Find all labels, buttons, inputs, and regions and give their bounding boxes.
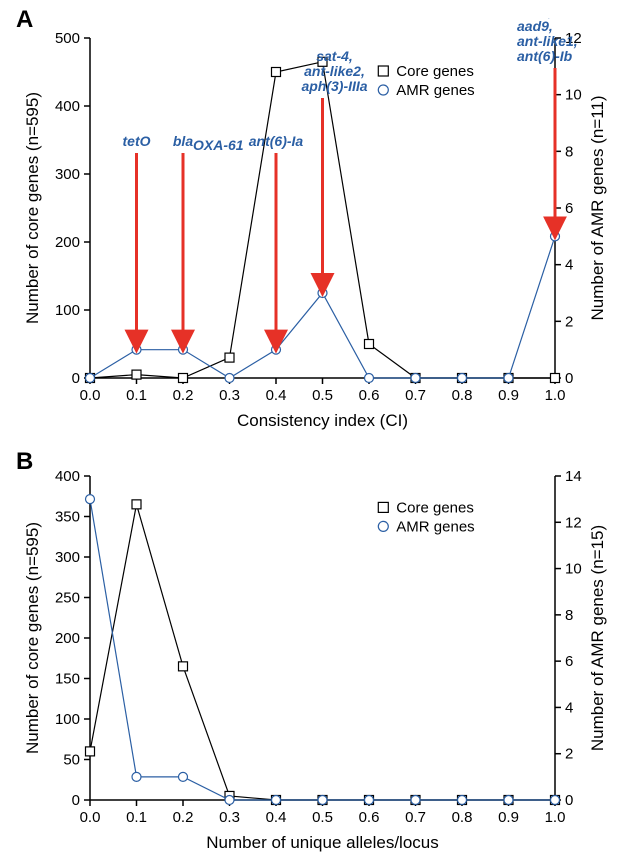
svg-text:4: 4 (565, 699, 573, 716)
figure-root: A 0.00.10.20.30.40.50.60.70.80.91.0Consi… (0, 0, 625, 863)
svg-text:200: 200 (55, 234, 80, 251)
svg-text:500: 500 (55, 30, 80, 47)
svg-text:0.9: 0.9 (498, 809, 519, 826)
svg-text:0.0: 0.0 (80, 387, 101, 404)
svg-text:50: 50 (63, 752, 80, 769)
svg-text:0.4: 0.4 (266, 809, 287, 826)
svg-text:AMR genes: AMR genes (396, 82, 474, 99)
svg-text:Core genes: Core genes (396, 499, 474, 516)
svg-text:0.0: 0.0 (80, 809, 101, 826)
svg-text:10: 10 (565, 87, 582, 104)
svg-text:bla: bla (173, 133, 193, 149)
svg-text:6: 6 (565, 200, 573, 217)
svg-text:0: 0 (72, 792, 80, 809)
svg-text:Number of AMR genes (n=15): Number of AMR genes (n=15) (588, 525, 607, 751)
svg-text:tetO: tetO (123, 133, 151, 149)
svg-text:0.2: 0.2 (173, 809, 194, 826)
svg-text:0.3: 0.3 (219, 809, 240, 826)
svg-text:hpt,lnuC,aad9,ant-like1,ant(6): hpt,lnuC,aad9,ant-like1,ant(6)-Ib (517, 18, 578, 64)
svg-text:0.7: 0.7 (405, 809, 426, 826)
svg-text:0.1: 0.1 (126, 809, 147, 826)
svg-text:0.9: 0.9 (498, 387, 519, 404)
svg-text:0: 0 (72, 370, 80, 387)
svg-text:Consistency index (CI): Consistency index (CI) (237, 411, 408, 430)
svg-text:Number of core genes (n=595): Number of core genes (n=595) (23, 522, 42, 754)
svg-text:Core genes: Core genes (396, 63, 474, 80)
svg-text:Number of core genes (n=595): Number of core genes (n=595) (23, 92, 42, 324)
svg-text:2: 2 (565, 313, 573, 330)
svg-text:0: 0 (565, 370, 573, 387)
svg-text:4: 4 (565, 257, 573, 274)
svg-text:sat-4,ant-like2,aph(3)-IIIa: sat-4,ant-like2,aph(3)-IIIa (301, 48, 367, 94)
svg-text:10: 10 (565, 561, 582, 578)
svg-text:250: 250 (55, 590, 80, 607)
svg-text:400: 400 (55, 98, 80, 115)
svg-text:400: 400 (55, 468, 80, 485)
svg-text:OXA-61: OXA-61 (193, 137, 244, 153)
svg-text:0.6: 0.6 (359, 387, 380, 404)
svg-text:0.2: 0.2 (173, 387, 194, 404)
svg-text:150: 150 (55, 671, 80, 688)
panel-b-chart: 0.0 0.1 0.2 0.3 0.4 0.5 0.6 0.7 0.8 0.9 1.0 Number … (0, 460, 625, 860)
svg-text:0.5: 0.5 (312, 387, 333, 404)
svg-text:350: 350 (55, 509, 80, 526)
svg-text:200: 200 (55, 630, 80, 647)
svg-text:0.1: 0.1 (126, 387, 147, 404)
svg-text:0.5: 0.5 (312, 809, 333, 826)
svg-text:ant(6)-Ia: ant(6)-Ia (249, 133, 304, 149)
svg-text:0: 0 (565, 792, 573, 809)
svg-text:100: 100 (55, 302, 80, 319)
svg-text:0.8: 0.8 (452, 387, 473, 404)
svg-text:0.8: 0.8 (452, 809, 473, 826)
svg-text:6: 6 (565, 653, 573, 670)
svg-text:300: 300 (55, 549, 80, 566)
svg-text:12: 12 (565, 514, 582, 531)
svg-text:100: 100 (55, 711, 80, 728)
svg-text:14: 14 (565, 468, 582, 485)
svg-text:1.0: 1.0 (545, 809, 566, 826)
svg-text:AMR genes: AMR genes (396, 518, 474, 535)
svg-text:0.3: 0.3 (219, 387, 240, 404)
svg-text:0.6: 0.6 (359, 809, 380, 826)
svg-text:2: 2 (565, 746, 573, 763)
svg-text:Number of AMR genes (n=11): Number of AMR genes (n=11) (588, 95, 607, 320)
svg-text:1.0: 1.0 (545, 387, 566, 404)
svg-text:0.7: 0.7 (405, 387, 426, 404)
svg-text:300: 300 (55, 166, 80, 183)
panel-a-chart: 0.0 0.1 0.2 0.3 0.4 0.5 0.6 0.7 0.8 0.9 1.0 Consist… (0, 18, 625, 438)
svg-text:Number of unique alleles/locus: Number of unique alleles/locus (206, 833, 438, 852)
svg-text:0.4: 0.4 (266, 387, 287, 404)
svg-text:8: 8 (565, 143, 573, 160)
svg-text:8: 8 (565, 607, 573, 624)
